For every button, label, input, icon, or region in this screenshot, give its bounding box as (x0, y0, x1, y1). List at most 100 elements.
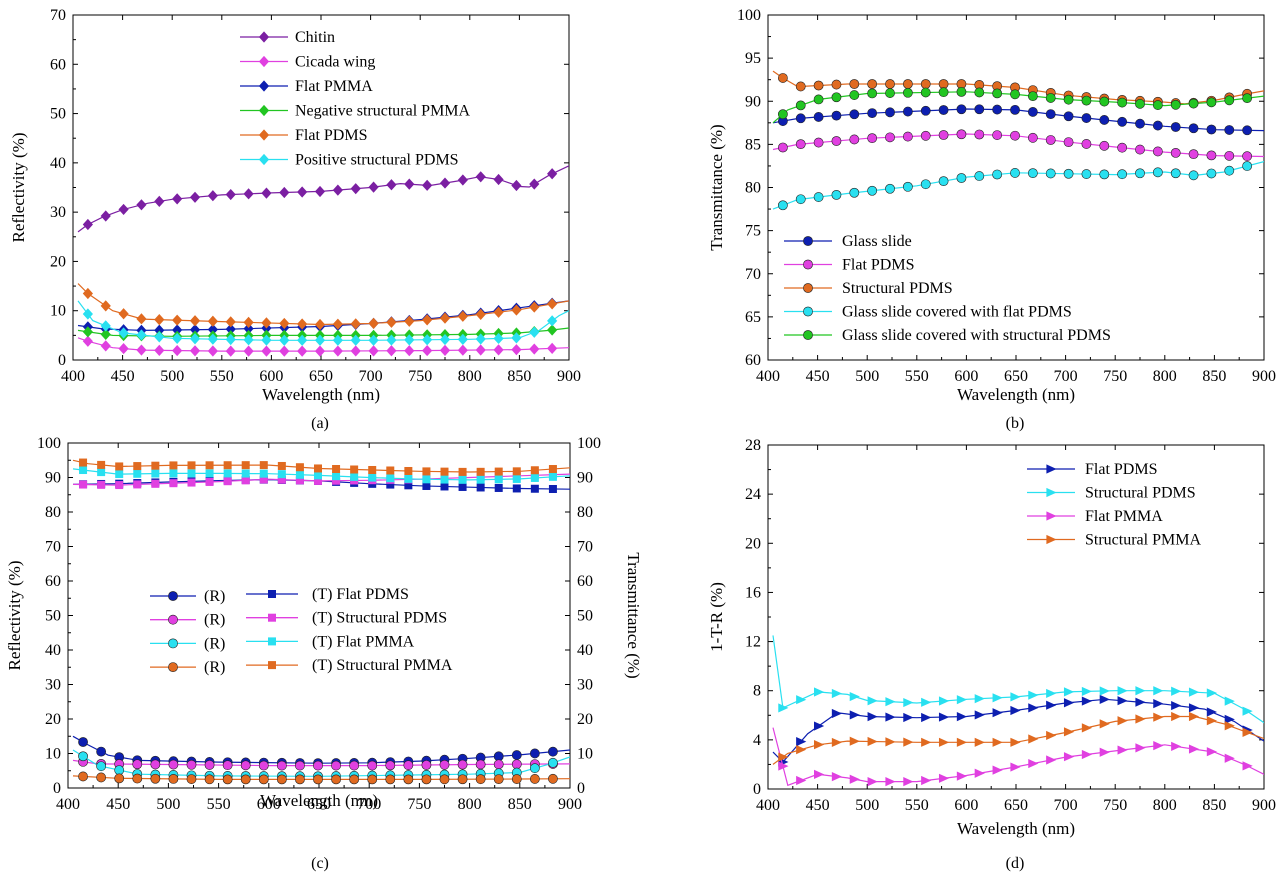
data-marker (440, 467, 449, 476)
series-line (77, 337, 569, 352)
data-marker (1117, 696, 1128, 706)
data-marker (313, 464, 322, 473)
data-marker (189, 191, 201, 203)
data-marker (297, 318, 308, 330)
y2-tick-label: 0 (577, 780, 585, 797)
data-marker (956, 737, 968, 747)
data-marker (225, 333, 236, 346)
legend-label: (T) Flat PMMA (312, 633, 415, 650)
legend-marker (268, 613, 276, 622)
y2-tick-label: 70 (577, 539, 593, 556)
data-marker (118, 342, 129, 355)
data-marker (1171, 711, 1182, 722)
data-marker (97, 468, 106, 477)
data-marker (1188, 123, 1199, 134)
x-tick-label: 850 (507, 368, 531, 385)
legend-label: Flat PMMA (295, 78, 373, 95)
data-marker (422, 344, 433, 357)
data-marker (350, 345, 361, 357)
data-marker (404, 334, 415, 346)
data-marker (921, 712, 932, 723)
data-marker (297, 186, 308, 198)
data-marker (476, 475, 485, 484)
data-marker (1010, 762, 1021, 772)
data-marker (1242, 93, 1253, 104)
data-marker (1153, 741, 1164, 751)
y-tick-label: 10 (45, 746, 61, 763)
data-marker (79, 480, 88, 489)
data-marker (1063, 727, 1075, 737)
data-marker (243, 188, 254, 200)
data-marker (314, 318, 326, 331)
data-marker (1117, 716, 1128, 726)
data-marker (1027, 132, 1038, 143)
data-marker (295, 760, 305, 771)
data-marker (332, 318, 343, 330)
data-marker (78, 751, 88, 762)
data-marker (1152, 100, 1163, 110)
data-marker (795, 113, 806, 124)
data-marker (796, 695, 807, 705)
data-marker (796, 745, 807, 755)
data-marker (1135, 714, 1146, 724)
data-marker (1171, 741, 1182, 751)
data-marker (154, 195, 165, 207)
data-marker (1224, 714, 1235, 724)
legend-label: (R) (204, 635, 225, 652)
y-tick-label: 20 (50, 253, 66, 270)
data-marker (241, 461, 250, 470)
data-marker (439, 333, 451, 346)
data-marker (831, 189, 842, 200)
x-tick-label: 450 (111, 368, 135, 385)
data-marker (1171, 700, 1182, 711)
data-marker (1046, 730, 1057, 741)
y-axis-label: Reflectivity (%) (9, 133, 28, 243)
data-marker (920, 179, 931, 190)
data-marker (115, 481, 124, 490)
data-marker (458, 475, 467, 484)
data-marker (548, 746, 558, 757)
x-tick-label: 500 (855, 797, 879, 814)
y-tick-label: 40 (45, 642, 61, 659)
legend-marker (803, 330, 813, 340)
data-marker (439, 177, 451, 189)
data-marker (132, 773, 143, 784)
data-marker (1206, 688, 1218, 698)
data-marker (1153, 712, 1164, 722)
x-tick-label: 850 (1202, 368, 1226, 385)
data-marker (992, 737, 1003, 747)
data-marker (1152, 120, 1163, 131)
legend-marker (803, 283, 813, 293)
data-marker (974, 129, 985, 140)
data-marker (1027, 107, 1038, 117)
y-tick-label: 0 (753, 781, 761, 798)
data-marker (777, 142, 788, 153)
data-marker (1099, 115, 1110, 125)
y-tick-label: 80 (45, 504, 61, 521)
data-marker (1028, 758, 1039, 769)
data-marker (386, 474, 395, 483)
data-marker (777, 109, 788, 120)
y-tick-label: 90 (745, 93, 761, 110)
data-marker (867, 777, 878, 787)
data-marker (849, 736, 860, 746)
data-marker (368, 345, 379, 357)
data-marker (1242, 761, 1253, 771)
y-tick-label: 28 (745, 437, 761, 454)
data-marker (114, 765, 125, 776)
data-marker (115, 470, 124, 479)
data-marker (207, 323, 218, 336)
data-marker (796, 737, 807, 747)
data-marker (297, 334, 308, 346)
data-marker (885, 132, 895, 143)
y2-tick-label: 20 (577, 711, 593, 728)
data-marker (548, 484, 557, 493)
data-marker (243, 334, 254, 346)
data-marker (385, 774, 396, 785)
legend-c: (R) (R) (R) (R) (T) Flat PDMS (T) Structural … (150, 586, 453, 676)
data-marker (885, 88, 895, 98)
data-marker (493, 332, 504, 345)
data-marker (530, 484, 539, 493)
data-marker (261, 345, 272, 357)
data-marker (831, 708, 843, 719)
